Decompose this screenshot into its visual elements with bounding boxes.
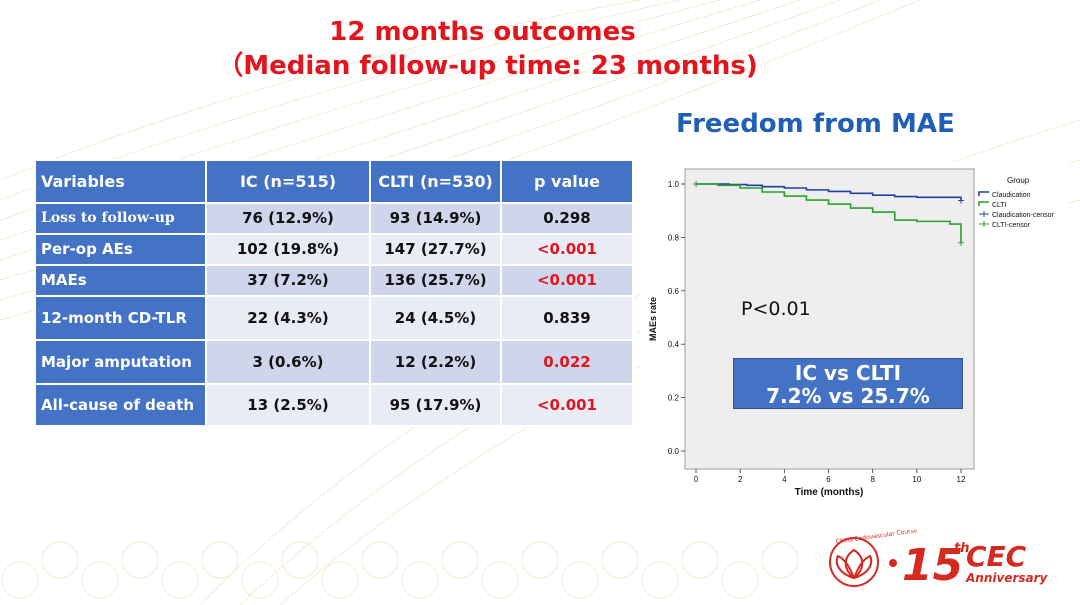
y-tick-label: 0.6 xyxy=(668,287,680,296)
cell-p-value: 0.298 xyxy=(500,202,634,235)
x-tick-label: 2 xyxy=(738,475,743,484)
legend-label: CLTI xyxy=(992,202,1007,209)
cell-clti: 93 (14.9%) xyxy=(369,202,502,235)
chart-heading: Freedom from MAE xyxy=(676,109,955,139)
header-ic: IC (n=515) xyxy=(205,159,371,204)
cell-clti: 95 (17.9%) xyxy=(369,383,502,427)
legend-label: Claudication-censor xyxy=(992,212,1055,219)
cell-ic: 3 (0.6%) xyxy=(205,339,371,385)
svg-text:CEC: CEC xyxy=(966,540,1027,573)
cec-anniversary-logo: China Endovascular Course 15 th CEC Anni… xyxy=(829,530,1049,590)
svg-text:Anniversary: Anniversary xyxy=(965,571,1049,585)
censor-marker xyxy=(958,197,964,204)
table-header-row: Variables IC (n=515) CLTI (n=530) p valu… xyxy=(34,159,634,204)
cell-variable: All-cause of death xyxy=(34,383,207,427)
censor-marker xyxy=(958,239,964,246)
cell-p-value: <0.001 xyxy=(500,264,634,297)
table-row: Major amputation 3 (0.6%) 12 (2.2%) 0.022 xyxy=(34,339,634,385)
y-tick-label: 0.2 xyxy=(668,394,680,403)
header-clti: CLTI (n=530) xyxy=(369,159,502,204)
cell-ic: 13 (2.5%) xyxy=(205,383,371,427)
cell-p-value: 0.839 xyxy=(500,295,634,341)
svg-text:15: 15 xyxy=(902,540,963,590)
outcomes-table: Variables IC (n=515) CLTI (n=530) p valu… xyxy=(34,159,634,427)
series-line-clti xyxy=(696,183,962,243)
cell-clti: 147 (27.7%) xyxy=(369,233,502,266)
legend-entry: CLTI xyxy=(978,201,1007,209)
cell-p-value: 0.022 xyxy=(500,339,634,385)
legend-entry: Claudication xyxy=(978,191,1031,199)
cell-variable: Major amputation xyxy=(34,339,207,385)
header-p-value: p value xyxy=(500,159,634,204)
cell-ic: 102 (19.8%) xyxy=(205,233,371,266)
cell-variable: Per-op AEs xyxy=(34,233,207,266)
x-tick-label: 12 xyxy=(957,475,966,484)
legend-title: Group xyxy=(1007,176,1030,185)
x-axis-label: Time (months) xyxy=(795,487,864,498)
comparison-callout: IC vs CLTI 7.2% vs 25.7% xyxy=(733,358,963,409)
x-tick-label: 10 xyxy=(912,475,921,484)
table-row: Per-op AEs 102 (19.8%) 147 (27.7%) <0.001 xyxy=(34,233,634,266)
table-row: Loss to follow-up 76 (12.9%) 93 (14.9%) 0.2… xyxy=(34,202,634,235)
cell-ic: 37 (7.2%) xyxy=(205,264,371,297)
cell-clti: 12 (2.2%) xyxy=(369,339,502,385)
legend-entry: CLTI-censor xyxy=(979,221,1031,229)
table-row: MAEs 37 (7.2%) 136 (25.7%) <0.001 xyxy=(34,264,634,297)
cell-clti: 24 (4.5%) xyxy=(369,295,502,341)
comparison-line1: IC vs CLTI xyxy=(794,361,902,385)
legend-entry: Claudication-censor xyxy=(979,211,1055,219)
x-tick-label: 6 xyxy=(826,475,831,484)
cell-p-value: <0.001 xyxy=(500,233,634,266)
slide-title: 12 months outcomes xyxy=(329,17,636,47)
km-chart: 0.0 0.2 0.4 0.6 0.8 1.0 0 2 4 6 8 10 12 Group Claudic… xyxy=(648,168,1055,498)
cell-variable: Loss to follow-up xyxy=(34,202,207,235)
censor-marker xyxy=(693,181,699,187)
cell-ic: 22 (4.3%) xyxy=(205,295,371,341)
comparison-line2: 7.2% vs 25.7% xyxy=(766,384,930,408)
km-chart-panel: 0.0 0.2 0.4 0.6 0.8 1.0 0 2 4 6 8 10 12 Group Claudic… xyxy=(641,162,1069,499)
legend-label: Claudication xyxy=(992,192,1031,199)
table-row: 12-month CD-TLR 22 (4.3%) 24 (4.5%) 0.839 xyxy=(34,295,634,341)
plot-area xyxy=(684,168,975,470)
x-tick-label: 8 xyxy=(870,475,875,484)
cell-variable: 12-month CD-TLR xyxy=(34,295,207,341)
cell-variable: MAEs xyxy=(34,264,207,297)
x-tick-label: 0 xyxy=(694,475,699,484)
y-tick-label: 0.4 xyxy=(668,340,680,349)
cell-clti: 136 (25.7%) xyxy=(369,264,502,297)
series-line-claudication xyxy=(696,183,962,201)
header-variables: Variables xyxy=(34,159,207,204)
slide-title-followup: （Median follow-up time: 23 months) xyxy=(217,51,758,81)
y-tick-label: 1.0 xyxy=(668,180,680,189)
legend-label: CLTI-censor xyxy=(992,222,1031,229)
cell-ic: 76 (12.9%) xyxy=(205,202,371,235)
table-row: All-cause of death 13 (2.5%) 95 (17.9%) <0.… xyxy=(34,383,634,427)
p-value-annotation: P<0.01 xyxy=(741,298,811,320)
svg-text:th: th xyxy=(954,541,969,556)
y-tick-label: 0.8 xyxy=(668,233,680,242)
y-tick-label: 0.0 xyxy=(668,447,680,456)
y-axis-label: MAEs rate xyxy=(648,297,658,341)
x-tick-label: 4 xyxy=(782,475,787,484)
cell-p-value: <0.001 xyxy=(500,383,634,427)
